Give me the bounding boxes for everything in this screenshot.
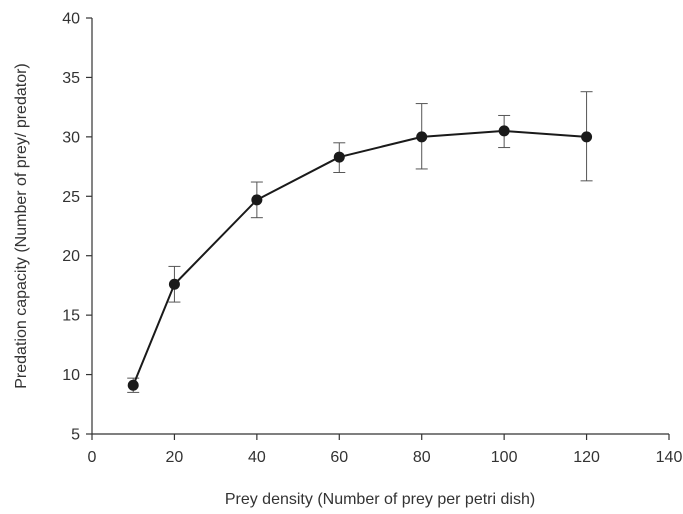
data-point: [333, 151, 345, 163]
y-tick-label: 40: [62, 11, 80, 28]
y-tick-label: 30: [62, 129, 80, 146]
x-tick-label: 60: [330, 449, 348, 466]
tick-labels: 5 10 15 20 25 30 35 40 0 20 40 60 80 100 120 140: [62, 11, 682, 467]
error-bars: [127, 91, 593, 393]
y-tick-label: 20: [62, 248, 80, 265]
x-tick-label: 40: [248, 449, 266, 466]
y-axis-title: Predation capacity (Number of prey/ pred…: [13, 63, 30, 388]
x-tick-label: 20: [166, 449, 184, 466]
axes: [86, 17, 670, 440]
x-tick-label: 80: [413, 449, 431, 466]
y-tick-label: 15: [62, 308, 80, 325]
x-tick-label: 120: [573, 449, 600, 466]
data-point: [581, 131, 593, 143]
data-point: [168, 278, 180, 290]
x-tick-label: 0: [88, 449, 97, 466]
data-points: [127, 125, 593, 391]
y-tick-label: 35: [62, 70, 80, 87]
y-tick-label: 10: [62, 367, 80, 384]
data-point: [498, 125, 510, 137]
x-axis-title: Prey density (Number of prey per petri d…: [225, 491, 535, 508]
x-tick-label: 140: [656, 449, 683, 466]
series-line-group: [132, 129, 587, 386]
series-line: [132, 129, 587, 386]
y-tick-label: 5: [71, 427, 80, 444]
data-point: [251, 194, 263, 206]
x-tick-label: 100: [491, 449, 518, 466]
y-tick-label: 25: [62, 189, 80, 206]
data-point: [416, 131, 428, 143]
data-point: [127, 379, 139, 391]
